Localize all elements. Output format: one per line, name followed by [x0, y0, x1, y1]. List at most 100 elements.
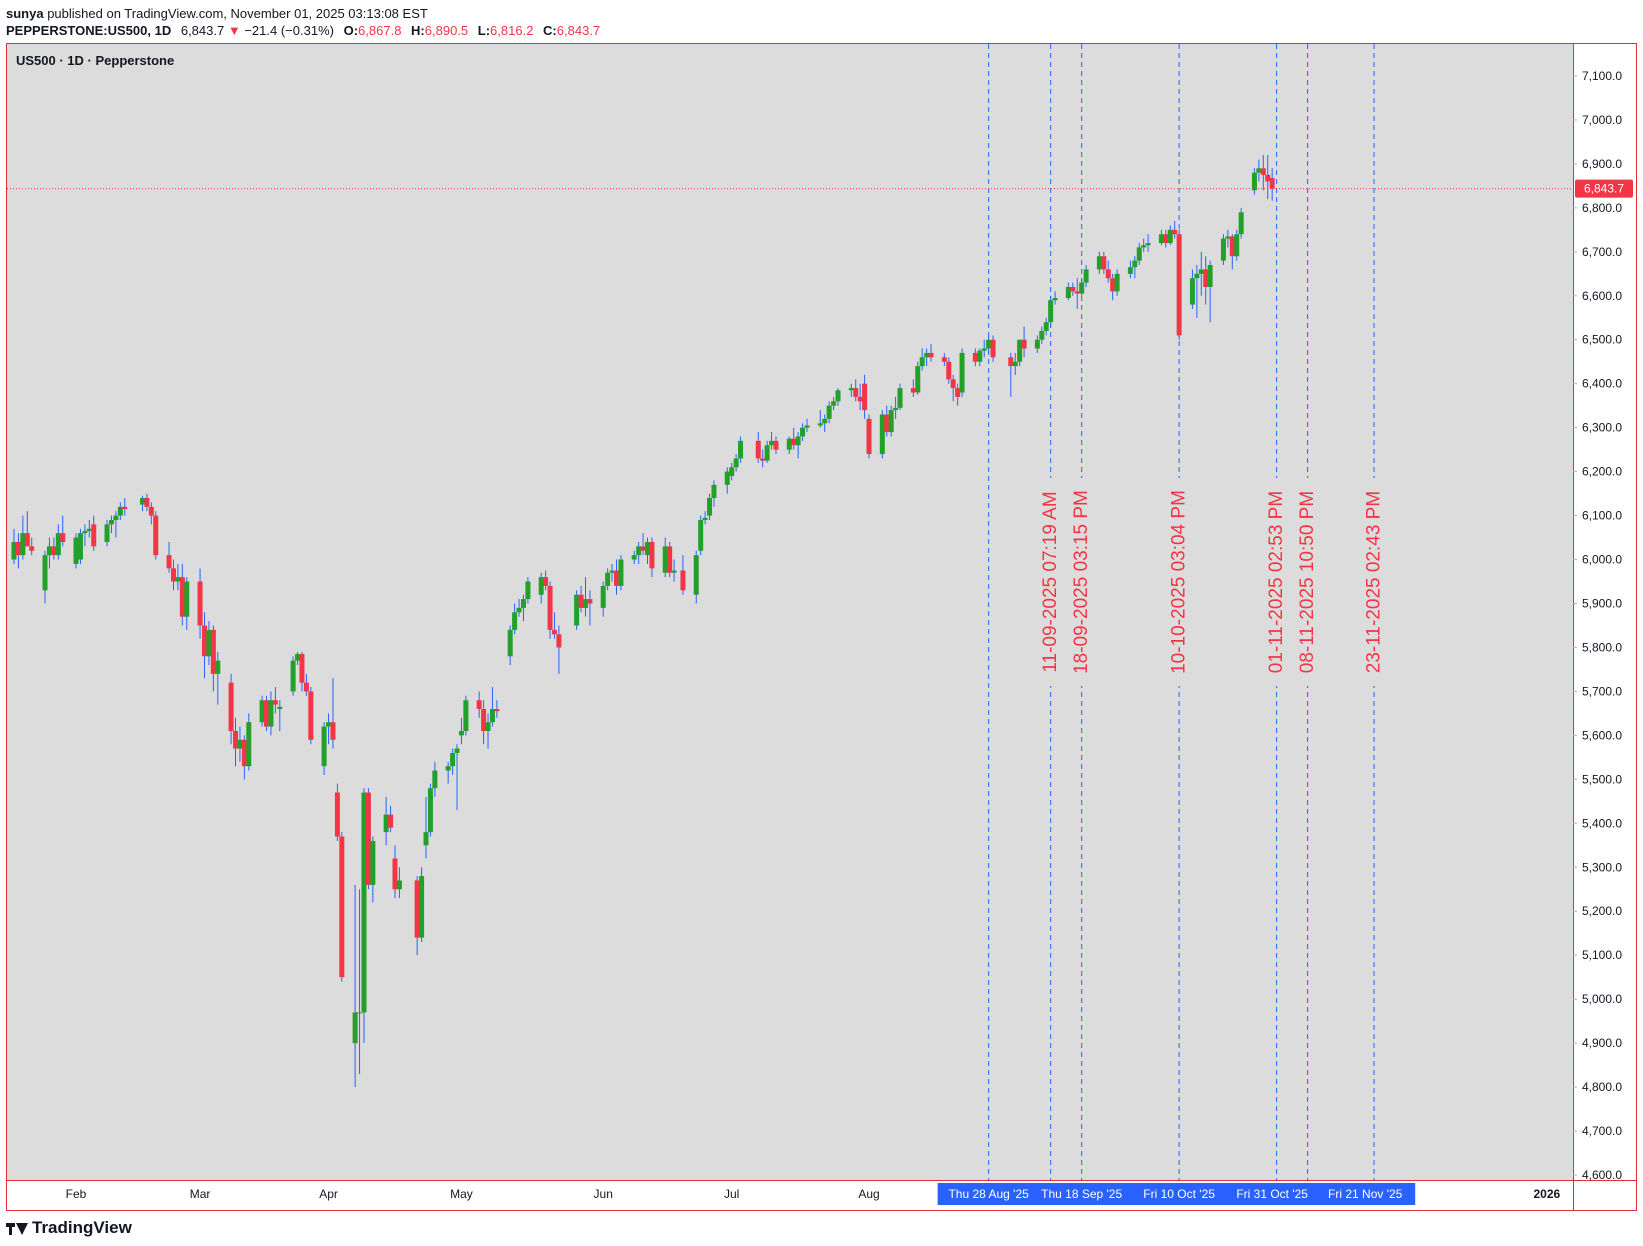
candle-body [1132, 260, 1138, 268]
vertical-marker-label: 23-11-2025 02:43 PM [1364, 491, 1385, 673]
candle-body [184, 581, 190, 617]
candle-body [950, 379, 956, 389]
price-tick-label: 4,900.0 [1582, 1036, 1622, 1050]
candle-body [910, 388, 916, 393]
time-axis-label: Jul [724, 1187, 739, 1201]
marker-label-bg [1363, 478, 1386, 686]
close-label: C: [543, 23, 557, 38]
candle-body [179, 577, 185, 617]
candle-body [91, 524, 97, 547]
candle-body [702, 517, 708, 520]
candle-body [893, 407, 899, 411]
time-axis-highlight [937, 1183, 1416, 1205]
change-value: −21.4 (−0.31%) [244, 23, 334, 38]
candle-body [1021, 339, 1027, 349]
candle-body [1238, 212, 1244, 235]
candle-body [1034, 339, 1040, 349]
time-axis-highlight-label: Fri 10 Oct '25 [1143, 1187, 1215, 1201]
candle-body [769, 440, 775, 446]
vertical-marker-label: 11-09-2025 07:19 AM [1040, 491, 1061, 672]
candle-body [525, 581, 531, 600]
candle-body [476, 700, 482, 710]
marker-label-bg [1070, 478, 1093, 686]
candle-body [879, 414, 885, 455]
low-label: L: [477, 23, 491, 38]
candle-body [516, 607, 522, 613]
candle-body [361, 792, 367, 1013]
candle-body [264, 700, 270, 727]
candle-body [175, 577, 181, 582]
candle-body [458, 730, 464, 736]
candle-body [1101, 256, 1107, 270]
time-axis-label: Feb [66, 1187, 87, 1201]
candle-body [955, 388, 961, 397]
candle-body [272, 700, 278, 705]
candle-body [729, 467, 735, 477]
vertical-marker-label: 01-11-2025 02:53 PM [1266, 491, 1287, 673]
candle-body [166, 555, 172, 569]
candle-body [693, 555, 699, 595]
candle-body [795, 436, 801, 446]
symbol-label[interactable]: PEPPERSTONE:US500, 1D [6, 23, 172, 38]
candle-body [800, 427, 806, 437]
candle-body [82, 530, 88, 534]
time-axis-divider [7, 1180, 1636, 1181]
candle-body [667, 546, 673, 573]
candle-body [113, 515, 119, 520]
candle-body [981, 348, 987, 351]
candle-body [29, 546, 35, 551]
candle-body [1079, 282, 1085, 294]
candle-body [485, 722, 491, 731]
candle-body [268, 700, 274, 727]
candle-body [551, 629, 557, 635]
price-tick-label: 6,100.0 [1582, 509, 1622, 523]
candle-body [1176, 234, 1182, 336]
candle-body [738, 440, 744, 459]
tradingview-brand[interactable]: TradingView [6, 1218, 132, 1238]
candle-body [1083, 269, 1089, 283]
open-label: O: [343, 23, 359, 38]
candle-body [1105, 269, 1111, 279]
price-tick-label: 6,200.0 [1582, 465, 1622, 479]
price-tick-label: 6,900.0 [1582, 157, 1622, 171]
candle-body [707, 498, 713, 516]
candle-body [228, 682, 234, 731]
marker-label-bg [1039, 478, 1062, 686]
candle-body [86, 528, 92, 531]
candle-body [290, 660, 296, 692]
candle-body [773, 440, 779, 450]
price-tick-label: 5,600.0 [1582, 728, 1622, 742]
candle-body [419, 876, 425, 938]
candle-body [1256, 168, 1262, 173]
candle-body [148, 506, 154, 516]
candle-body [764, 445, 770, 461]
price-tick-label: 5,500.0 [1582, 772, 1622, 786]
time-axis-label: 2026 [1533, 1187, 1560, 1201]
candle-body [42, 555, 48, 591]
close-value: 6,843.7 [556, 23, 601, 38]
candle-body [117, 506, 123, 516]
candle-body [392, 858, 398, 890]
quote-line: PEPPERSTONE:US500, 1D 6,843.7 ▼ −21.4 (−… [6, 23, 600, 38]
candle-body [1167, 229, 1173, 244]
price-tick-label: 6,300.0 [1582, 421, 1622, 435]
candle-body [543, 577, 549, 586]
low-value: 6,816.2 [490, 23, 534, 38]
candle-body [108, 519, 114, 525]
change-down-icon: ▼ [227, 23, 241, 38]
candle-body [946, 361, 952, 380]
candle-body [582, 599, 588, 608]
price-tick-label: 5,100.0 [1582, 948, 1622, 962]
candle-body [450, 752, 456, 767]
candle-body [631, 555, 637, 560]
candle-body [330, 722, 336, 740]
price-tick-label: 5,900.0 [1582, 597, 1622, 611]
candle-body [600, 585, 606, 608]
candle-body [432, 770, 438, 789]
time-axis-highlight-label: Thu 28 Aug '25 [948, 1187, 1029, 1201]
candle-body [760, 458, 766, 461]
author-name[interactable]: sunya [6, 6, 44, 21]
candle-body [986, 339, 992, 349]
candle-body [1043, 322, 1049, 331]
